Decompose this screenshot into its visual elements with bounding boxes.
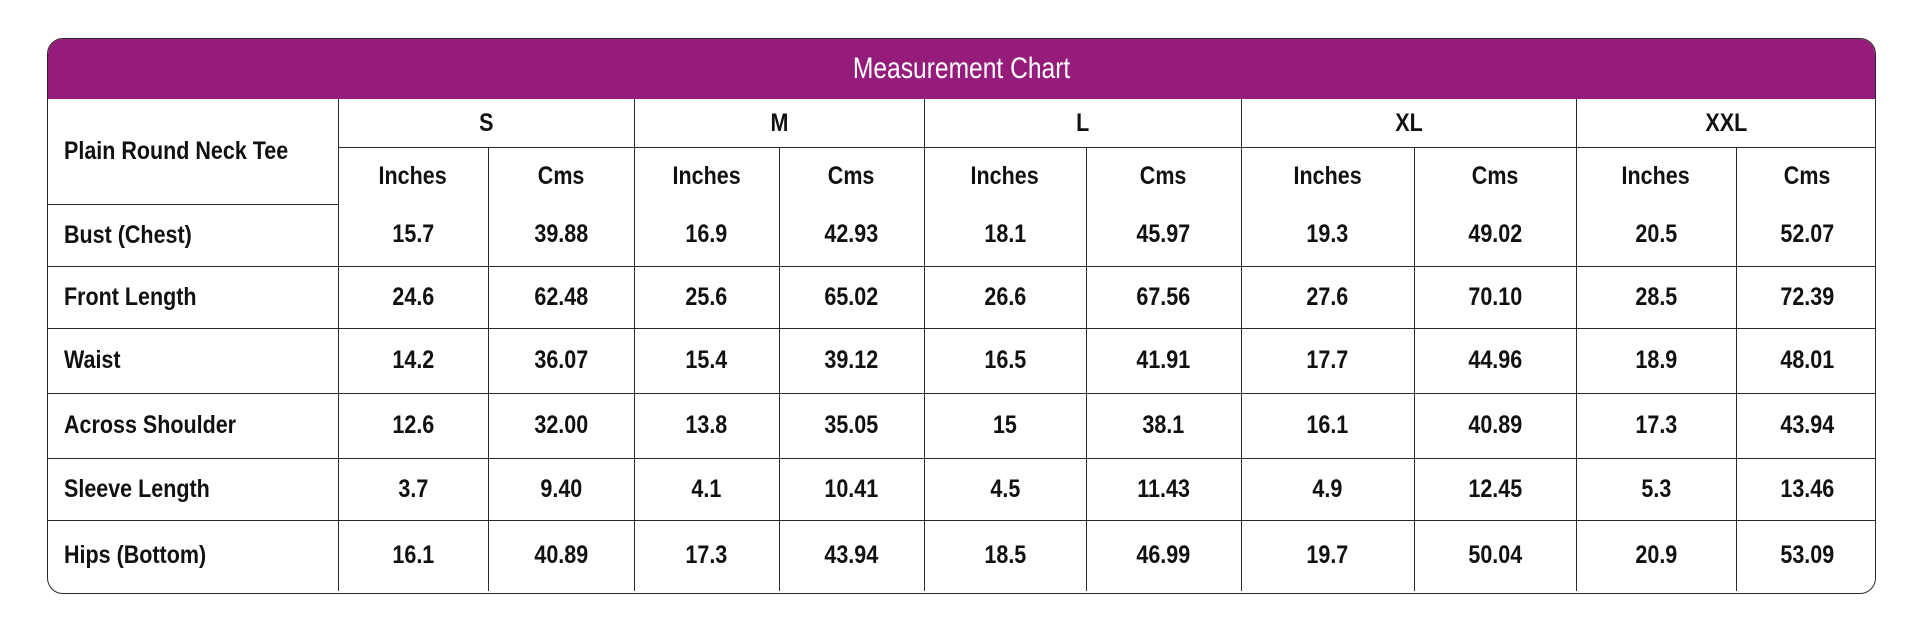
table-cell: 38.1: [1085, 392, 1242, 459]
table-row: Bust (Chest) 15.7 39.88 16.9 42.93 18.1 …: [48, 204, 1875, 267]
row-label: Sleeve Length: [48, 457, 339, 521]
table-cell: 43.94: [1735, 392, 1875, 459]
table-cell: 39.88: [487, 204, 635, 267]
table-cell: 50.04: [1413, 519, 1577, 591]
table-cell: 44.96: [1413, 327, 1577, 394]
unit-header: Cms: [1413, 147, 1577, 204]
size-header-xxl: XXL: [1575, 99, 1875, 148]
table-cell: 17.3: [633, 519, 780, 591]
table-cell: 40.89: [487, 519, 635, 591]
unit-header: Cms: [487, 147, 635, 204]
table-cell: 3.7: [337, 457, 489, 521]
table-cell: 16.9: [633, 204, 780, 267]
table-row: Front Length 24.6 62.48 25.6 65.02 26.6 …: [48, 265, 1875, 329]
table-cell: 24.6: [337, 265, 489, 329]
table-cell: 16.1: [337, 519, 489, 591]
table-cell: 70.10: [1413, 265, 1577, 329]
table-cell: 18.5: [923, 519, 1087, 591]
measurement-chart: Measurement Chart Plain Round Neck Tee S…: [47, 38, 1876, 594]
table-cell: 65.02: [778, 265, 925, 329]
size-header-s: S: [337, 99, 635, 148]
table-cell: 72.39: [1735, 265, 1875, 329]
product-label-cell: Plain Round Neck Tee: [48, 99, 339, 205]
table-cell: 5.3: [1575, 457, 1737, 521]
table-cell: 62.48: [487, 265, 635, 329]
table-cell: 15: [923, 392, 1087, 459]
table-cell: 42.93: [778, 204, 925, 267]
table-cell: 35.05: [778, 392, 925, 459]
table-cell: 27.6: [1240, 265, 1415, 329]
table-cell: 26.6: [923, 265, 1087, 329]
table-row: Waist 14.2 36.07 15.4 39.12 16.5 41.91 1…: [48, 327, 1875, 394]
table-cell: 16.5: [923, 327, 1087, 394]
row-label: Bust (Chest): [48, 204, 339, 267]
table-row: Hips (Bottom) 16.1 40.89 17.3 43.94 18.5…: [48, 519, 1875, 591]
table-row: Across Shoulder 12.6 32.00 13.8 35.05 15…: [48, 392, 1875, 459]
table-cell: 41.91: [1085, 327, 1242, 394]
table-cell: 49.02: [1413, 204, 1577, 267]
table-cell: 13.8: [633, 392, 780, 459]
table-cell: 12.45: [1413, 457, 1577, 521]
table-cell: 40.89: [1413, 392, 1577, 459]
table-cell: 43.94: [778, 519, 925, 591]
unit-header: Inches: [1575, 147, 1737, 204]
unit-header: Inches: [1240, 147, 1415, 204]
table-cell: 28.5: [1575, 265, 1737, 329]
table-cell: 9.40: [487, 457, 635, 521]
table-cell: 18.9: [1575, 327, 1737, 394]
size-header-row: Plain Round Neck Tee S M L XL XXL: [48, 99, 1875, 205]
table-cell: 10.41: [778, 457, 925, 521]
table-cell: 15.4: [633, 327, 780, 394]
table-cell: 52.07: [1735, 204, 1875, 267]
table-cell: 39.12: [778, 327, 925, 394]
table-cell: 17.7: [1240, 327, 1415, 394]
table-cell: 19.7: [1240, 519, 1415, 591]
table-cell: 67.56: [1085, 265, 1242, 329]
table-cell: 11.43: [1085, 457, 1242, 521]
table-cell: 4.1: [633, 457, 780, 521]
table-cell: 20.9: [1575, 519, 1737, 591]
size-header-m: M: [633, 99, 925, 148]
unit-header: Cms: [778, 147, 925, 204]
unit-header: Inches: [633, 147, 780, 204]
product-label: Plain Round Neck Tee: [64, 136, 289, 165]
unit-header: Cms: [1735, 147, 1875, 204]
table-cell: 36.07: [487, 327, 635, 394]
size-header-xl: XL: [1240, 99, 1577, 148]
unit-header-row: Inches Cms Inches Cms Inches Cms Inches …: [48, 147, 1875, 204]
unit-header: Inches: [338, 147, 489, 204]
table-cell: 32.00: [487, 392, 635, 459]
table-cell: 48.01: [1735, 327, 1875, 394]
table-cell: 46.99: [1085, 519, 1242, 591]
row-label: Waist: [48, 327, 339, 394]
unit-header: Cms: [1085, 147, 1242, 204]
table-cell: 45.97: [1085, 204, 1242, 267]
table-cell: 14.2: [337, 327, 489, 394]
table-cell: 20.5: [1575, 204, 1737, 267]
table-cell: 13.46: [1735, 457, 1875, 521]
row-label: Front Length: [48, 265, 339, 329]
row-label: Hips (Bottom): [48, 519, 339, 591]
table-cell: 19.3: [1240, 204, 1415, 267]
table-row: Sleeve Length 3.7 9.40 4.1 10.41 4.5 11.…: [48, 457, 1875, 521]
table-cell: 25.6: [633, 265, 780, 329]
table-cell: 12.6: [337, 392, 489, 459]
table-cell: 53.09: [1735, 519, 1875, 591]
table-cell: 16.1: [1240, 392, 1415, 459]
table-cell: 18.1: [923, 204, 1087, 267]
size-header-l: L: [923, 99, 1242, 148]
row-label: Across Shoulder: [48, 392, 339, 459]
chart-title-bar: Measurement Chart: [48, 39, 1875, 99]
chart-title: Measurement Chart: [852, 52, 1071, 85]
table-cell: 4.5: [923, 457, 1087, 521]
unit-header: Inches: [923, 147, 1087, 204]
measurement-table: Plain Round Neck Tee S M L XL XXL Inches…: [48, 99, 1875, 591]
table-cell: 4.9: [1240, 457, 1415, 521]
table-cell: 17.3: [1575, 392, 1737, 459]
table-cell: 15.7: [337, 204, 489, 267]
